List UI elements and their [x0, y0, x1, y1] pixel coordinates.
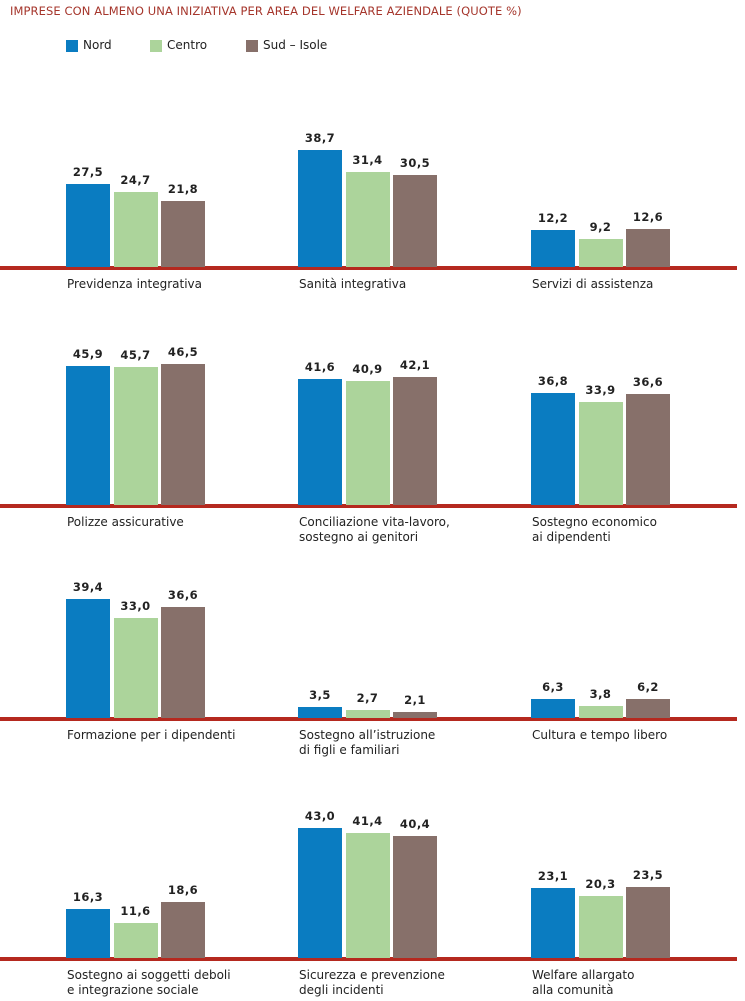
value-label: 2,7	[356, 690, 379, 705]
value-label: 6,3	[542, 679, 564, 694]
baseline	[0, 266, 737, 270]
baseline	[0, 957, 737, 961]
bar	[626, 699, 670, 718]
bar	[298, 149, 342, 267]
legend-label: Sud – Isole	[263, 38, 328, 52]
bar	[393, 835, 437, 958]
value-label: 20,3	[585, 877, 616, 892]
bar	[578, 402, 623, 505]
bar	[626, 394, 670, 505]
value-label: 33,9	[585, 383, 616, 398]
value-label: 27,5	[72, 164, 104, 179]
value-label: 23,1	[537, 869, 569, 883]
category-label: Sostegno ai soggetti deboli e integrazio…	[67, 968, 231, 997]
value-label: 36,6	[167, 588, 199, 603]
category-label: Sostegno economico ai dipendenti	[532, 515, 657, 544]
value-label: 38,7	[304, 130, 336, 145]
category-label: Formazione per i dipendenti	[67, 728, 236, 742]
value-label: 36,6	[632, 375, 664, 390]
value-label: 31,4	[352, 152, 383, 167]
category-label: Sanità integrativa	[299, 277, 407, 291]
bar	[393, 174, 437, 267]
bar	[161, 901, 205, 958]
value-label: 33,0	[120, 599, 151, 613]
value-label: 40,4	[399, 816, 431, 831]
value-label: 39,4	[72, 579, 104, 594]
legend-label: Nord	[83, 38, 112, 52]
value-label: 12,2	[537, 211, 569, 226]
value-label: 36,8	[537, 374, 569, 389]
bar	[298, 707, 342, 718]
legend-swatch	[150, 40, 162, 52]
bar	[393, 711, 437, 718]
baseline	[0, 504, 737, 508]
bar	[578, 239, 623, 267]
bar	[345, 171, 390, 267]
bar	[66, 183, 110, 267]
bar	[626, 886, 670, 958]
bar	[531, 230, 575, 267]
legend-label: Centro	[167, 38, 208, 52]
bar	[161, 607, 205, 718]
bar	[113, 366, 158, 505]
bar	[66, 908, 110, 958]
value-label: 12,6	[632, 209, 664, 224]
bar	[626, 228, 670, 267]
value-label: 3,8	[589, 687, 612, 702]
category-label: Previdenza integrativa	[67, 277, 203, 291]
bar	[345, 832, 390, 958]
value-label: 6,2	[637, 680, 659, 695]
value-label: 40,9	[352, 362, 383, 377]
bar	[113, 618, 158, 718]
value-label: 41,4	[352, 813, 383, 828]
value-label: 42,1	[399, 358, 431, 373]
chart-title: IMPRESE CON ALMENO UNA INIZIATIVA PER AR…	[10, 4, 522, 18]
value-label: 23,5	[632, 867, 664, 882]
category-label: Cultura e tempo libero	[532, 728, 668, 742]
baseline	[0, 717, 737, 721]
category-label: Conciliazione vita-lavoro, sostegno ai g…	[299, 515, 450, 544]
category-label: Sostegno all’istruzione di figli e famil…	[299, 728, 436, 757]
bar	[161, 200, 205, 267]
value-label: 3,5	[309, 688, 331, 703]
bar	[531, 698, 575, 718]
value-label: 21,8	[167, 181, 199, 196]
bar	[298, 378, 342, 505]
value-label: 16,3	[72, 889, 104, 904]
category-label: Welfare allargato alla comunità	[532, 968, 635, 997]
value-label: 46,5	[167, 345, 199, 360]
bar	[578, 706, 623, 718]
bar	[161, 364, 205, 505]
bar	[298, 827, 342, 958]
legend-swatch	[66, 40, 78, 52]
bar	[393, 377, 437, 505]
value-label: 11,6	[120, 903, 151, 918]
bar	[66, 598, 110, 718]
category-label: Polizze assicurative	[67, 515, 184, 529]
bar	[345, 709, 390, 718]
bar	[113, 922, 158, 958]
value-label: 43,0	[304, 808, 336, 823]
bar	[113, 192, 158, 267]
value-label: 9,2	[589, 220, 612, 235]
bar	[531, 888, 575, 958]
bar	[578, 896, 623, 958]
legend-swatch	[246, 40, 258, 52]
category-label: Servizi di assistenza	[532, 277, 654, 291]
value-label: 18,6	[167, 882, 199, 897]
bar	[66, 365, 110, 505]
value-label: 2,1	[404, 692, 426, 707]
value-label: 30,5	[399, 155, 431, 170]
bar	[531, 393, 575, 505]
value-label: 45,7	[120, 347, 151, 362]
category-label: Sicurezza e prevenzione degli incidenti	[299, 968, 445, 997]
value-label: 41,6	[304, 359, 336, 374]
value-label: 24,7	[120, 173, 151, 188]
value-label: 45,9	[72, 346, 104, 361]
bar	[345, 381, 390, 505]
